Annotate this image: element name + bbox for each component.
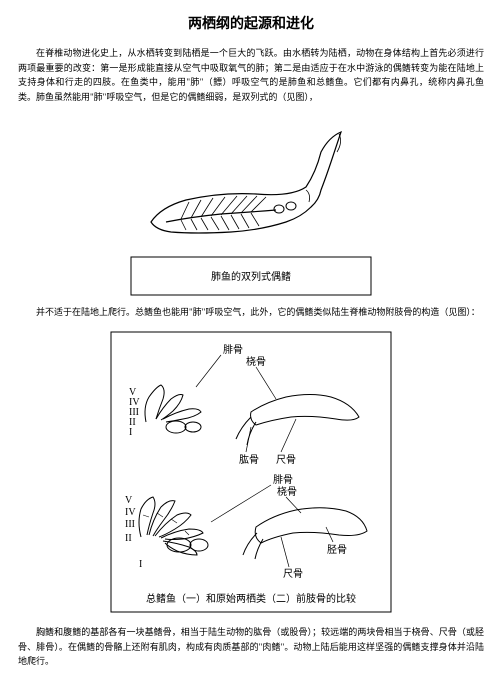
label-jing: 胫骨 <box>327 544 347 556</box>
fig2-caption: 总鳍鱼（一）和原始两栖类（二）前肢骨的比较 <box>146 592 356 605</box>
svg-text:I: I <box>139 559 142 570</box>
paragraph-2: 胸鳍和腹鳍的基部各有一块基鳍骨，相当于陆生动物的肱骨（或股骨）；较远端的两块骨相… <box>18 625 484 668</box>
limb-comparison-diagram: V IV III II I 腓骨 桡骨 尺骨 肱骨 V IV III I <box>101 327 401 617</box>
svg-text:III: III <box>125 519 135 530</box>
page-title: 两栖纲的起源和进化 <box>18 14 484 36</box>
label-fei: 腓骨 <box>223 344 243 356</box>
label-chi-upper: 尺骨 <box>276 454 296 466</box>
label-gong-upper: 肱骨 <box>239 454 259 466</box>
lungfish-fin-diagram: 肺鱼的双列式偶鳍 <box>111 112 391 297</box>
svg-text:IV: IV <box>125 507 136 518</box>
caption-1: 并不适于在陆地上爬行。总鳍鱼也能用"肺"呼吸空气，此外，它的偶鳍类似陆生脊椎动物… <box>18 305 484 319</box>
figure-2: V IV III II I 腓骨 桡骨 尺骨 肱骨 V IV III I <box>18 327 484 617</box>
svg-text:I: I <box>129 427 132 438</box>
label-fei2: 腓骨 <box>273 474 293 486</box>
paragraph-1: 在脊椎动物进化史上，从水栖转变到陆栖是一个巨大的飞跃。由水栖转为陆栖，动物在身体… <box>18 46 484 104</box>
label-rao-upper: 桡骨 <box>246 355 266 368</box>
label-rao-lower: 桡骨 <box>277 485 297 498</box>
svg-text:II: II <box>125 533 132 544</box>
fig1-label: 肺鱼的双列式偶鳍 <box>211 270 291 283</box>
label-chi-lower: 尺骨 <box>283 568 303 580</box>
figure-1: 肺鱼的双列式偶鳍 <box>18 112 484 297</box>
svg-text:V: V <box>125 495 133 506</box>
